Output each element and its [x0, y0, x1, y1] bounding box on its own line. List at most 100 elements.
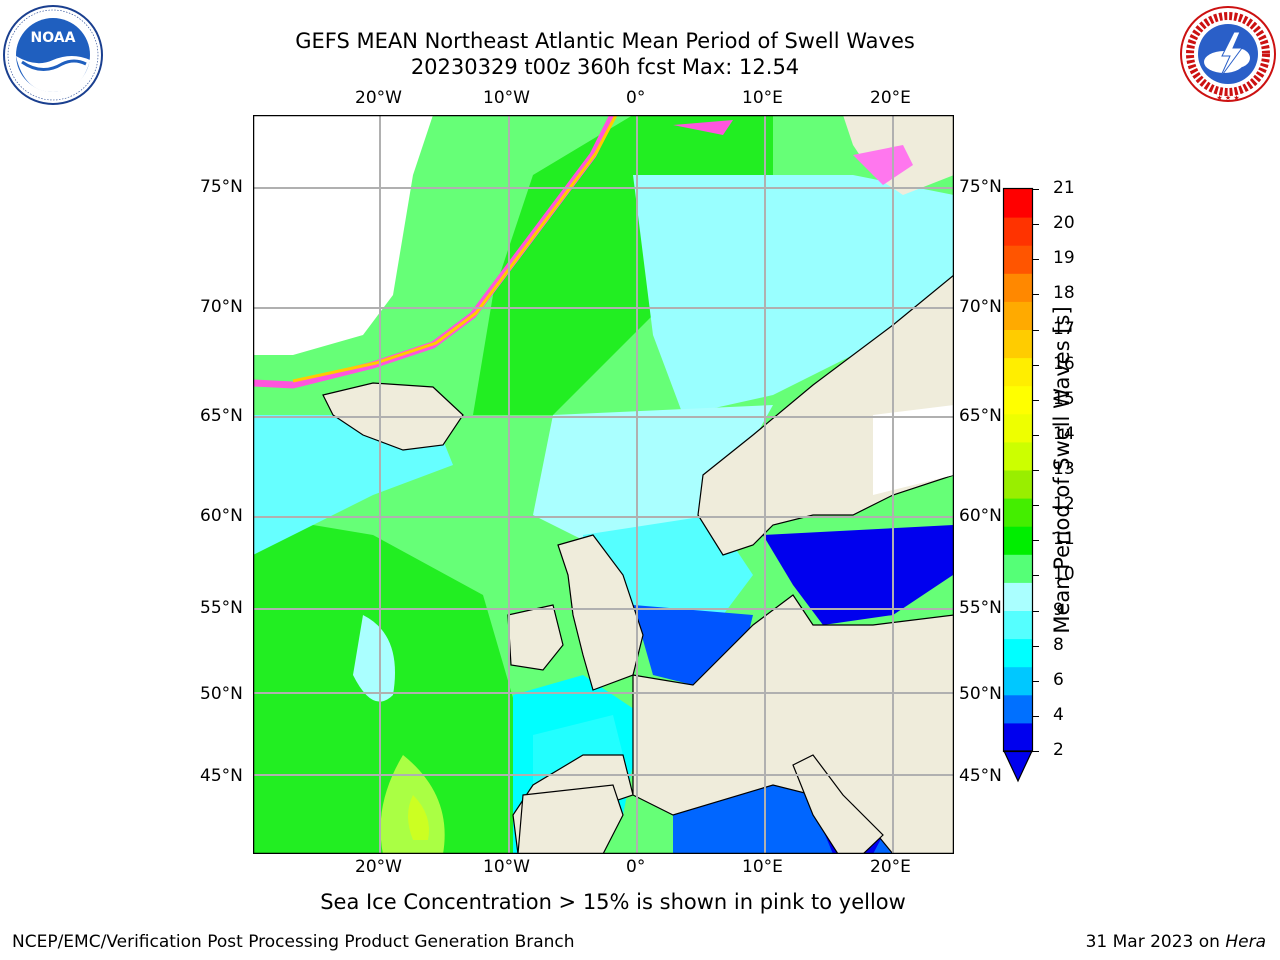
ireland [507, 604, 564, 671]
colorbar-tick-label: 18 [1053, 283, 1075, 304]
chart-title: GEFS MEAN Northeast Atlantic Mean Period… [295, 29, 915, 53]
colorbar-tick-label: 17 [1053, 318, 1075, 339]
colorbar-segment [1004, 666, 1032, 696]
swell-period-map [253, 115, 954, 854]
lon-label-top: 20°E [870, 88, 911, 108]
colorbar-tick-label: 10 [1053, 564, 1075, 585]
colorbar-segment [1004, 441, 1032, 471]
colorbar-segment [1004, 385, 1032, 415]
colorbar-tick-label: 15 [1053, 388, 1075, 409]
colorbar-tick-label: 9 [1053, 599, 1064, 620]
chart-subtitle: 20230329 t00z 360h fcst Max: 12.54 [410, 55, 800, 79]
colorbar-tick-mark [1032, 505, 1039, 507]
colorbar-tick-mark [1032, 540, 1039, 542]
colorbar-extend-min [1003, 750, 1033, 783]
footer-credit: NCEP/EMC/Verification Post Processing Pr… [12, 932, 575, 952]
lon-label-bottom: 0° [626, 857, 646, 877]
lon-label-top: 10°W [483, 88, 530, 108]
italy [792, 754, 884, 854]
colorbar-segment [1004, 526, 1032, 555]
colorbar-tick-label: 11 [1053, 529, 1075, 550]
colorbar-segment [1004, 498, 1032, 527]
map-frame [253, 115, 954, 854]
colorbar-tick-mark [1032, 259, 1039, 261]
colorbar-segment [1004, 470, 1032, 499]
colorbar-segment [1004, 301, 1032, 330]
noaa-logo: NOAA [3, 5, 103, 105]
colorbar-segment [1004, 245, 1032, 274]
lat-label-left: 70°N [200, 297, 243, 317]
lat-label-right: 50°N [959, 684, 1002, 704]
colorbar-tick-mark [1032, 715, 1039, 717]
colorbar-tick-mark [1032, 224, 1039, 226]
lat-label-right: 65°N [959, 406, 1002, 426]
iberia [517, 784, 624, 854]
colorbar-tick-mark [1032, 294, 1039, 296]
colorbar-segment [1004, 554, 1032, 583]
lon-label-top: 20°W [355, 88, 402, 108]
colorbar-tick-label: 20 [1053, 213, 1075, 234]
lat-label-right: 60°N [959, 506, 1002, 526]
colorbar-tick-label: 14 [1053, 423, 1075, 444]
colorbar-segment [1004, 189, 1032, 218]
colorbar-tick-mark [1032, 680, 1039, 682]
lat-label-right: 75°N [959, 177, 1002, 197]
colorbar-segment [1004, 329, 1032, 359]
colorbar-tick-mark [1032, 189, 1039, 190]
lat-label-left: 45°N [200, 766, 243, 786]
lat-label-left: 75°N [200, 177, 243, 197]
colorbar-tick-mark [1032, 575, 1039, 577]
colorbar-segment [1004, 694, 1032, 724]
footer-date: 31 Mar 2023 on Hera [1086, 932, 1266, 952]
noaa-logo-text: NOAA [31, 30, 76, 46]
lon-label-bottom: 10°W [483, 857, 530, 877]
colorbar-tick-label: 16 [1053, 353, 1075, 374]
lon-label-top: 10°E [742, 88, 783, 108]
svg-text:★ ★ ★: ★ ★ ★ [1216, 94, 1239, 102]
colorbar-tick-mark [1032, 610, 1039, 612]
colorbar-tick-label: 21 [1053, 178, 1075, 198]
colorbar-tick-mark [1032, 329, 1039, 331]
lon-label-bottom: 20°W [355, 857, 402, 877]
nws-logo: ★ ★ ★ [1180, 6, 1276, 102]
colorbar-tick-label: 6 [1053, 669, 1064, 690]
colorbar-segment [1004, 357, 1032, 387]
colorbar-segment [1004, 638, 1032, 668]
colorbar-segment [1004, 610, 1032, 640]
lat-label-right: 70°N [959, 297, 1002, 317]
lat-label-right: 45°N [959, 766, 1002, 786]
greenland [253, 115, 433, 355]
lat-label-left: 50°N [200, 684, 243, 704]
lat-label-right: 55°N [959, 598, 1002, 618]
sea-ice-note: Sea Ice Concentration > 15% is shown in … [320, 890, 906, 914]
colorbar-tick-mark [1032, 645, 1039, 647]
lat-label-left: 55°N [200, 598, 243, 618]
colorbar-tick-label: 8 [1053, 634, 1064, 655]
colorbar-segment [1004, 582, 1032, 611]
colorbar-tick-label: 12 [1053, 494, 1075, 515]
lon-label-bottom: 10°E [742, 857, 783, 877]
colorbar-tick-mark [1032, 470, 1039, 471]
lon-label-top: 0° [626, 88, 646, 108]
graticule [253, 115, 954, 854]
colorbar-segment [1004, 413, 1032, 443]
colorbar [1002, 187, 1034, 783]
lon-label-bottom: 20°E [870, 857, 911, 877]
colorbar-tick-label: 19 [1053, 248, 1075, 269]
colorbar-segment [1004, 273, 1032, 302]
baltic-sea [763, 525, 953, 625]
colorbar-tick-mark [1032, 364, 1039, 366]
lat-label-left: 65°N [200, 406, 243, 426]
colorbar-segment [1004, 722, 1032, 752]
colorbar-label: Mean Period of Swell Waves [s] [1050, 306, 1074, 634]
colorbar-tick-mark [1032, 399, 1039, 401]
lat-label-left: 60°N [200, 506, 243, 526]
colorbar-tick-mark [1032, 751, 1039, 752]
great-britain [557, 534, 644, 691]
colorbar-tick-mark [1032, 434, 1039, 436]
footer-machine: Hera [1225, 932, 1266, 952]
colorbar-tick-label: 13 [1053, 459, 1075, 479]
colorbar-segment [1004, 217, 1032, 246]
colorbar-tick-label: 2 [1053, 740, 1064, 760]
colorbar-tick-label: 4 [1053, 704, 1064, 725]
